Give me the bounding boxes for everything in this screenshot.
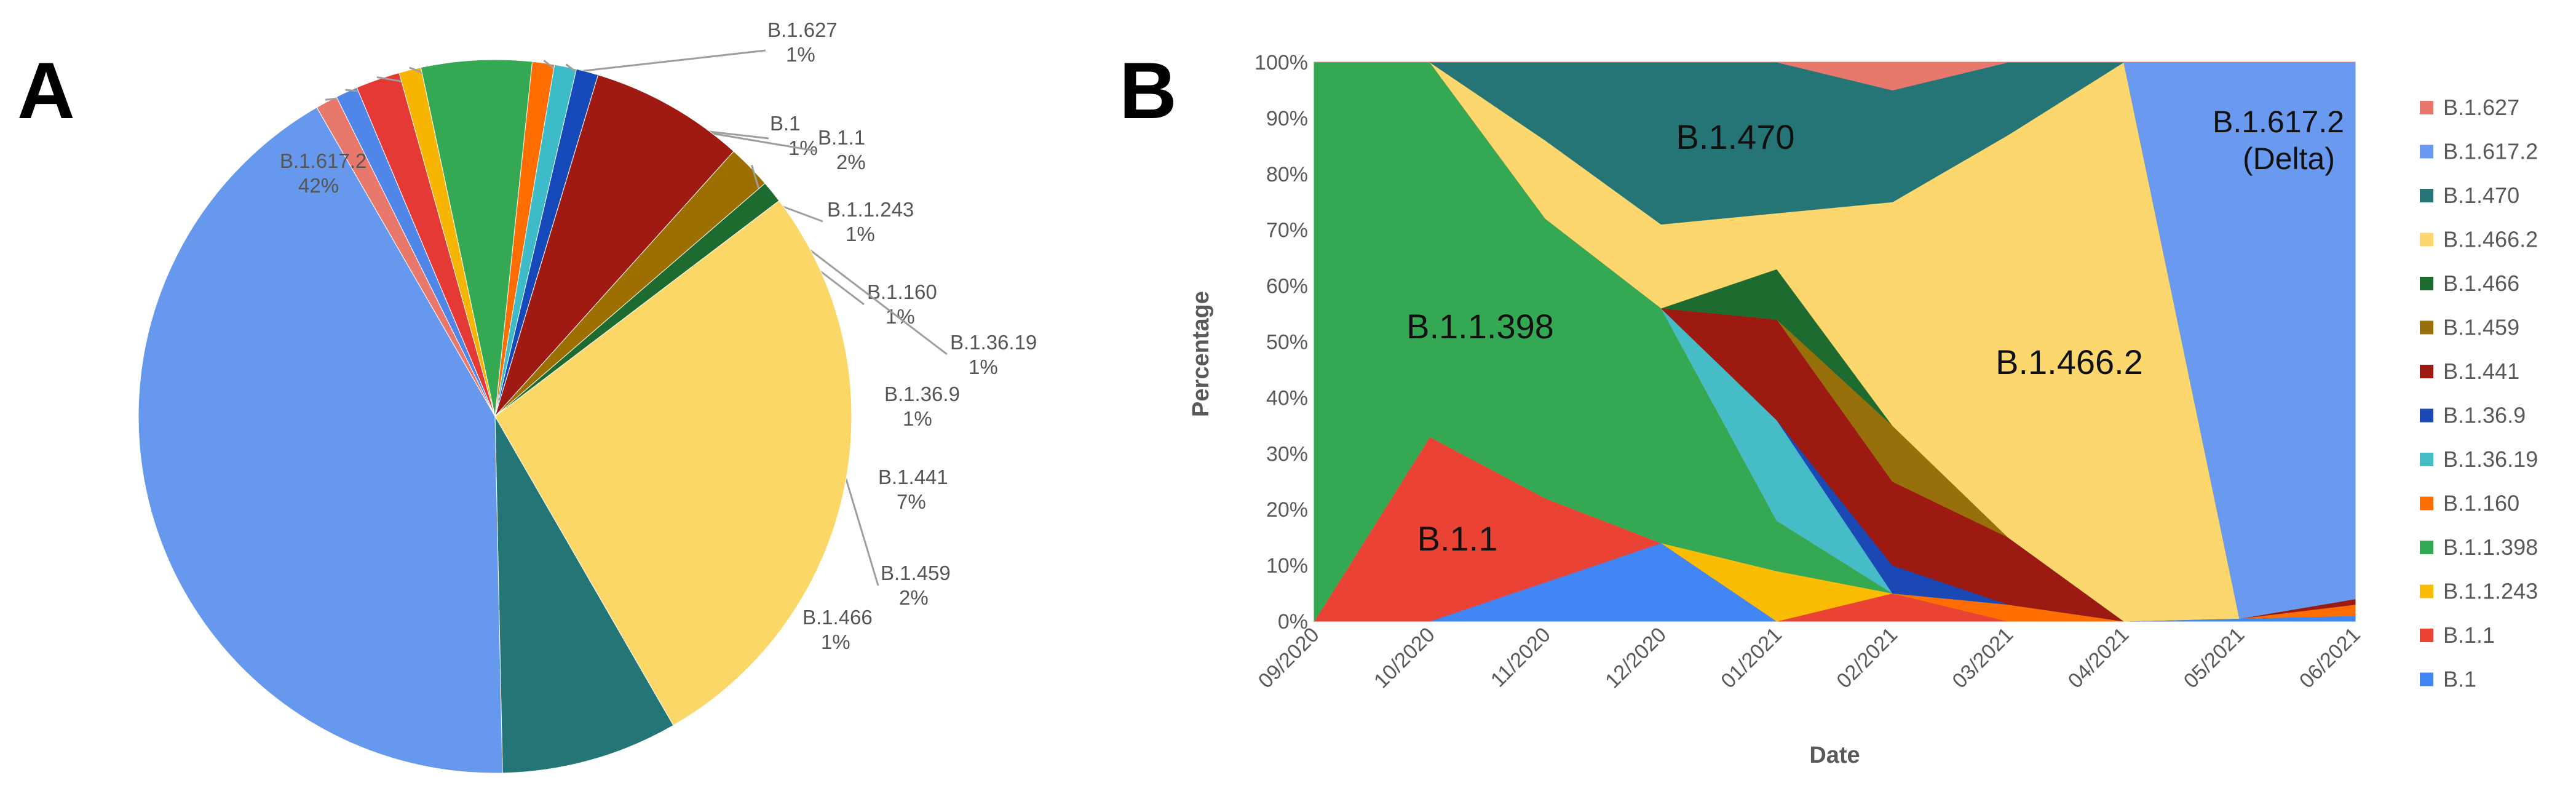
pie-pct-b-1-36-9: 1%	[903, 407, 932, 430]
legend-label-b-1-627: B.1.627	[2443, 95, 2519, 120]
panel-a-letter: A	[17, 46, 75, 135]
legend-label-b-1-160: B.1.160	[2443, 491, 2519, 516]
legend-swatch-b-1	[2420, 672, 2433, 686]
pie-label-b-1-1-243: B.1.1.243	[827, 198, 914, 221]
area-series-b-1-627	[1314, 62, 2355, 91]
x-tick-label: 06/2021	[2295, 623, 2365, 693]
legend-swatch-b-1-36-19	[2420, 453, 2433, 466]
pie-label-b-1: B.1	[770, 112, 801, 135]
legend-swatch-b-1-441	[2420, 365, 2433, 378]
annotation-b-1-1: B.1.1	[1417, 519, 1498, 558]
legend-label-b-1-36-9: B.1.36.9	[2443, 403, 2526, 428]
pie-label-b-1-459: B.1.459	[881, 562, 951, 584]
y-tick-label: 30%	[1266, 442, 1308, 466]
pie-label-b-1-441: B.1.441	[878, 466, 948, 488]
pie-label-b-1-36-9: B.1.36.9	[884, 383, 960, 405]
legend-label-b-1-1-398: B.1.1.398	[2443, 535, 2538, 560]
legend-swatch-b-1-1-398	[2420, 541, 2433, 554]
annotation-b-1-470: B.1.470	[1676, 117, 1794, 156]
x-tick-label: 11/2020	[1486, 623, 1555, 692]
pie-slice-b-1-441	[494, 74, 734, 417]
y-tick-label: 100%	[1254, 51, 1308, 74]
pie-slice-b-1-617-2	[138, 107, 503, 774]
y-tick-label: 90%	[1266, 107, 1308, 130]
pie-pct-b-1-160: 1%	[886, 305, 915, 328]
x-tick-label: 10/2020	[1369, 623, 1440, 693]
pie-label-b-1-36-19: B.1.36.19	[950, 331, 1037, 354]
pie-label-b-1-627: B.1.627	[767, 18, 838, 41]
legend-label-b-1-466: B.1.466	[2443, 271, 2519, 296]
legend-label-b-1-466-2: B.1.466.2	[2443, 227, 2538, 252]
legend-label-b-1-459: B.1.459	[2443, 315, 2519, 340]
y-tick-label: 60%	[1266, 275, 1308, 298]
legend-label-b-1-470: B.1.470	[2443, 183, 2519, 208]
pie-slice-b-1-470	[494, 416, 674, 774]
pie-slice-b-1-466-2	[494, 200, 852, 726]
y-tick-label: 0%	[1278, 610, 1308, 634]
x-tick-label: 03/2021	[1948, 623, 2018, 693]
legend-label-b-1-441: B.1.441	[2443, 359, 2519, 384]
y-tick-label: 80%	[1266, 163, 1308, 186]
y-tick-label: 20%	[1266, 498, 1308, 522]
y-tick-label: 70%	[1266, 219, 1308, 242]
pie-slice-b-1-1-398	[420, 59, 533, 417]
legend-swatch-b-1-36-9	[2420, 408, 2433, 423]
pie-label-b-1-160: B.1.160	[867, 280, 937, 303]
pie-pct-b-1-466: 1%	[821, 630, 850, 653]
legend-swatch-b-1-160	[2420, 496, 2433, 511]
pie-label-b-1-1: B.1.1	[818, 126, 865, 149]
x-tick-label: 12/2020	[1601, 623, 1671, 693]
legend-label-b-1: B.1	[2443, 667, 2476, 692]
legend-swatch-b-1-466-2	[2420, 233, 2433, 247]
pie-pct-b-1-441: 7%	[897, 490, 926, 513]
legend-swatch-b-1-459	[2420, 320, 2433, 335]
legend-swatch-b-1-466	[2420, 277, 2433, 290]
pie-label-b-1-466: B.1.466	[803, 606, 873, 629]
legend-swatch-b-1-1-243	[2420, 584, 2433, 598]
x-tick-label: 01/2021	[1716, 623, 1786, 693]
annotation-b-1-1-398: B.1.1.398	[1406, 307, 1554, 346]
pie-pct-b-1-617-2: 42%	[298, 174, 339, 197]
y-tick-label: 10%	[1266, 554, 1308, 578]
pie-pct-b-1-459: 2%	[899, 586, 929, 609]
legend-label-b-1-1: B.1.1	[2443, 622, 2495, 648]
legend-swatch-b-1-627	[2420, 101, 2433, 114]
legend-label-b-1-617-2: B.1.617.2	[2443, 139, 2538, 164]
pie-pct-b-1-1-243: 1%	[846, 223, 875, 245]
y-tick-label: 50%	[1266, 331, 1308, 354]
pie-pct-b-1-36-19: 1%	[969, 356, 998, 378]
x-tick-label: 05/2021	[2179, 623, 2249, 693]
pie-pct-b-1-1: 2%	[836, 151, 866, 173]
x-axis-title: Date	[1809, 742, 1860, 768]
annotation-b-1-466-2: B.1.466.2	[1995, 343, 2143, 381]
x-tick-label: 02/2021	[1832, 623, 1902, 693]
y-axis-title: Percentage	[1188, 291, 1214, 417]
annotation-b-1-617-2: B.1.617.2	[2213, 105, 2344, 139]
pie-chart: B.1.6271%B.11%B.1.12%B.1.1.2431%B.1.1.39…	[138, 18, 1037, 774]
pie-pct-b-1-627: 1%	[786, 43, 815, 66]
annotation-delta: (Delta)	[2243, 141, 2335, 176]
panel-b-letter: B	[1119, 46, 1177, 135]
legend-swatch-b-1-1	[2420, 629, 2433, 642]
legend-swatch-b-1-470	[2420, 189, 2433, 202]
y-tick-label: 40%	[1266, 386, 1308, 410]
pie-label-b-1-617-2: B.1.617.2	[280, 149, 367, 172]
legend-label-b-1-36-19: B.1.36.19	[2443, 447, 2538, 472]
legend-label-b-1-1-243: B.1.1.243	[2443, 579, 2538, 604]
legend-swatch-b-1-617-2	[2420, 145, 2433, 159]
x-tick-label: 04/2021	[2064, 623, 2134, 693]
